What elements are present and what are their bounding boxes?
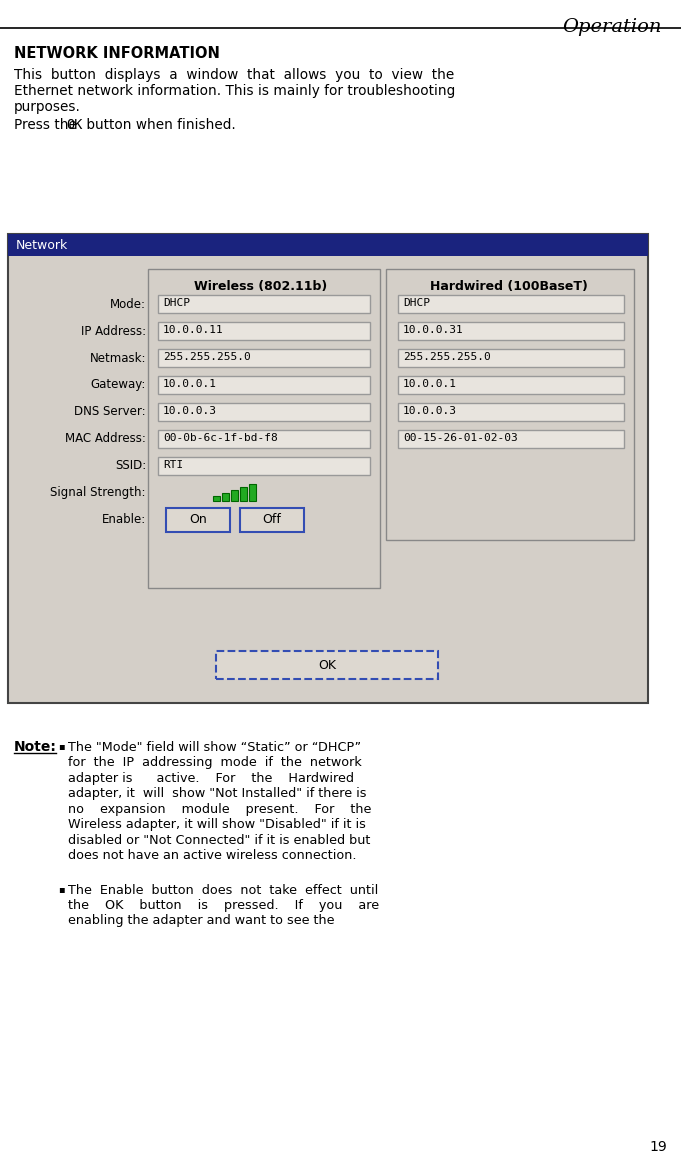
Text: The "Mode" field will show “Static” or “DHCP”: The "Mode" field will show “Static” or “… — [68, 740, 361, 754]
Bar — [386, 270, 634, 540]
Text: Wireless (802.11b): Wireless (802.11b) — [194, 280, 328, 293]
Text: enabling the adapter and want to see the: enabling the adapter and want to see the — [68, 914, 334, 928]
Text: Hardwired (100BaseT): Hardwired (100BaseT) — [430, 280, 588, 293]
Text: SSID:: SSID: — [115, 459, 146, 472]
Bar — [398, 376, 624, 393]
Text: 00-0b-6c-1f-bd-f8: 00-0b-6c-1f-bd-f8 — [163, 433, 278, 443]
Text: Mode:: Mode: — [110, 297, 146, 310]
Bar — [222, 493, 229, 501]
Text: Off: Off — [263, 513, 281, 526]
Text: DHCP: DHCP — [163, 299, 190, 308]
Text: purposes.: purposes. — [14, 100, 81, 113]
Text: NETWORK INFORMATION: NETWORK INFORMATION — [14, 46, 220, 61]
Text: Netmask:: Netmask: — [89, 352, 146, 364]
Text: Network: Network — [16, 238, 68, 252]
Bar — [158, 322, 370, 340]
Text: Gateway:: Gateway: — [91, 378, 146, 391]
Bar — [166, 508, 230, 531]
Bar — [398, 403, 624, 421]
Bar — [8, 235, 648, 257]
Text: This  button  displays  a  window  that  allows  you  to  view  the: This button displays a window that allow… — [14, 68, 454, 82]
Bar — [8, 235, 648, 703]
Text: 255.255.255.0: 255.255.255.0 — [403, 352, 491, 362]
Text: Ethernet network information. This is mainly for troubleshooting: Ethernet network information. This is ma… — [14, 83, 456, 97]
Text: button when finished.: button when finished. — [82, 118, 236, 132]
Bar — [398, 322, 624, 340]
Text: Enable:: Enable: — [101, 513, 146, 526]
Text: OK: OK — [318, 658, 336, 672]
Text: IP Address:: IP Address: — [81, 325, 146, 338]
Bar — [240, 487, 247, 501]
Text: Signal Strength:: Signal Strength: — [50, 486, 146, 499]
Text: the    OK    button    is    pressed.    If    you    are: the OK button is pressed. If you are — [68, 899, 379, 912]
Text: 10.0.0.1: 10.0.0.1 — [403, 379, 457, 389]
Bar — [398, 349, 624, 367]
Text: OK: OK — [66, 118, 82, 132]
Text: does not have an active wireless connection.: does not have an active wireless connect… — [68, 849, 356, 862]
Bar — [158, 295, 370, 314]
Text: 10.0.0.1: 10.0.0.1 — [163, 379, 217, 389]
Bar — [231, 489, 238, 501]
Text: disabled or "Not Connected" if it is enabled but: disabled or "Not Connected" if it is ena… — [68, 834, 370, 847]
Text: 10.0.0.31: 10.0.0.31 — [403, 325, 464, 336]
Bar — [216, 651, 438, 679]
Bar — [148, 270, 380, 589]
Text: Operation: Operation — [563, 19, 662, 36]
Text: 10.0.0.3: 10.0.0.3 — [163, 406, 217, 415]
Text: 255.255.255.0: 255.255.255.0 — [163, 352, 251, 362]
Text: DNS Server:: DNS Server: — [74, 405, 146, 419]
Text: 00-15-26-01-02-03: 00-15-26-01-02-03 — [403, 433, 518, 443]
Text: ▪: ▪ — [58, 884, 65, 893]
Text: RTI: RTI — [163, 459, 183, 470]
Text: 10.0.0.11: 10.0.0.11 — [163, 325, 224, 336]
Bar — [158, 403, 370, 421]
Text: The  Enable  button  does  not  take  effect  until: The Enable button does not take effect u… — [68, 884, 378, 897]
Text: Note:: Note: — [14, 740, 57, 754]
Bar — [158, 376, 370, 393]
Text: Wireless adapter, it will show "Disabled" if it is: Wireless adapter, it will show "Disabled… — [68, 818, 366, 831]
Bar — [158, 457, 370, 474]
Text: for  the  IP  addressing  mode  if  the  network: for the IP addressing mode if the networ… — [68, 757, 362, 769]
Text: 19: 19 — [649, 1140, 667, 1154]
Text: adapter is      active.    For    the    Hardwired: adapter is active. For the Hardwired — [68, 772, 354, 784]
Bar — [158, 349, 370, 367]
Bar — [158, 429, 370, 448]
Text: On: On — [189, 513, 207, 526]
Bar — [249, 484, 256, 501]
Bar — [240, 508, 304, 531]
Text: Press the: Press the — [14, 118, 81, 132]
Text: no    expansion    module    present.    For    the: no expansion module present. For the — [68, 803, 371, 816]
Bar — [213, 495, 220, 501]
Text: DHCP: DHCP — [403, 299, 430, 308]
Text: MAC Address:: MAC Address: — [65, 433, 146, 445]
Text: ▪: ▪ — [58, 740, 65, 751]
Text: 10.0.0.3: 10.0.0.3 — [403, 406, 457, 415]
Text: adapter, it  will  show "Not Installed" if there is: adapter, it will show "Not Installed" if… — [68, 787, 366, 801]
Bar — [398, 429, 624, 448]
Bar — [398, 295, 624, 314]
